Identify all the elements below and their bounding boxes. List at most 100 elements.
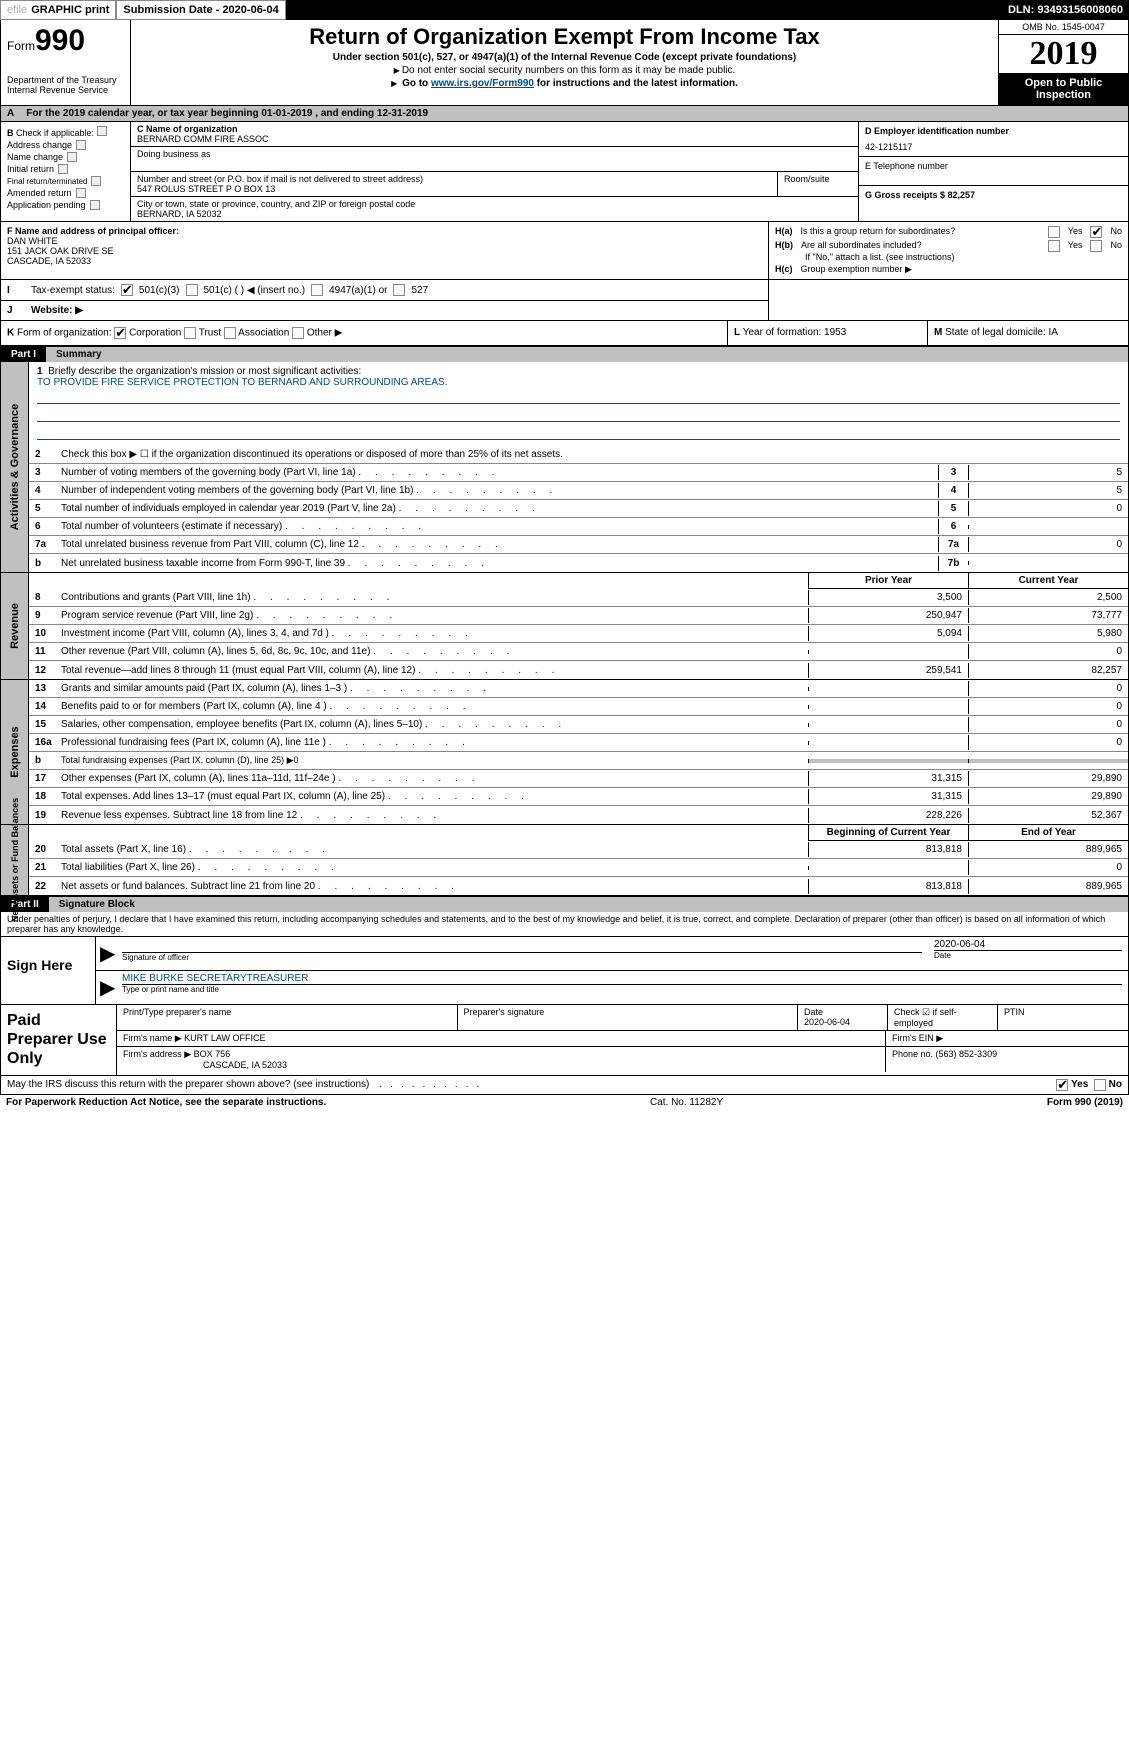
summary-line: 14Benefits paid to or for members (Part … — [29, 698, 1128, 716]
f-label: F Name and address of principal officer: — [7, 226, 762, 236]
chk-initial-return: Initial return — [7, 164, 54, 174]
checkbox-icon[interactable] — [114, 327, 126, 339]
chk-final-return: Final return/terminated — [7, 177, 87, 186]
summary-line: 4Number of independent voting members of… — [29, 482, 1128, 500]
d-label: D Employer identification number — [865, 126, 1122, 136]
governance-section: Activities & Governance 1 Briefly descri… — [0, 362, 1129, 573]
checkbox-icon[interactable] — [91, 176, 101, 186]
summary-line: 9Program service revenue (Part VIII, lin… — [29, 607, 1128, 625]
checkbox-icon[interactable] — [184, 327, 196, 339]
hdr-end-year: End of Year — [968, 825, 1128, 841]
summary-line: 5Total number of individuals employed in… — [29, 500, 1128, 518]
netassets-section: Net Assets or Fund Balances Beginning of… — [0, 825, 1129, 897]
officer-addr1: 151 JACK OAK DRIVE SE — [7, 246, 762, 256]
summary-line: 20Total assets (Part X, line 16)813,8188… — [29, 841, 1128, 859]
summary-line: 22Net assets or fund balances. Subtract … — [29, 877, 1128, 895]
state-domicile: State of legal domicile: IA — [945, 327, 1058, 338]
officer-addr2: CASCADE, IA 52033 — [7, 256, 762, 266]
summary-line: 12Total revenue—add lines 8 through 11 (… — [29, 661, 1128, 679]
mission-text: TO PROVIDE FIRE SERVICE PROTECTION TO BE… — [37, 377, 1120, 388]
j-text: Website: ▶ — [31, 305, 83, 316]
checkbox-icon[interactable] — [311, 284, 323, 296]
chk-app-pending: Application pending — [7, 200, 86, 210]
checkbox-icon[interactable] — [76, 140, 86, 150]
summary-line: bTotal fundraising expenses (Part IX, co… — [29, 752, 1128, 770]
firm-ein-label: Firm's EIN ▶ — [886, 1031, 1128, 1046]
klm-row: K Form of organization: Corporation Trus… — [0, 321, 1129, 347]
side-expenses: Expenses — [9, 726, 21, 777]
checkbox-icon[interactable] — [292, 327, 304, 339]
paid-preparer-block: Paid Preparer Use Only Print/Type prepar… — [0, 1005, 1129, 1076]
checkbox-icon[interactable] — [67, 152, 77, 162]
efile-prefix: efile — [7, 4, 27, 16]
summary-line: 21Total liabilities (Part X, line 26)0 — [29, 859, 1128, 877]
firm-name: KURT LAW OFFICE — [184, 1033, 265, 1043]
tax-year: 2019 — [999, 35, 1128, 73]
omb-number: OMB No. 1545-0047 — [999, 20, 1128, 35]
summary-line: bNet unrelated business taxable income f… — [29, 554, 1128, 572]
irs-link[interactable]: www.irs.gov/Form990 — [431, 78, 534, 89]
checkbox-icon[interactable] — [1090, 240, 1102, 252]
checkbox-icon[interactable] — [58, 164, 68, 174]
paid-preparer-label: Paid Preparer Use Only — [1, 1005, 116, 1075]
sig-date-label: Date — [934, 951, 1122, 960]
identity-block: B Check if applicable: Address change Na… — [0, 122, 1129, 222]
checkbox-icon[interactable] — [90, 200, 100, 210]
row-a: A For the 2019 calendar year, or tax yea… — [0, 106, 1129, 122]
hb-text: Are all subordinates included? — [801, 240, 1040, 250]
chk-name-change: Name change — [7, 152, 63, 162]
form-header: Form990 Department of the Treasury Inter… — [0, 20, 1129, 106]
efile-bold: GRAPHIC print — [31, 4, 109, 16]
submission-date: Submission Date - 2020-06-04 — [116, 0, 285, 20]
col-b: B Check if applicable: Address change Na… — [1, 122, 131, 221]
checkbox-icon[interactable] — [1090, 226, 1102, 238]
city-label: City or town, state or province, country… — [137, 199, 852, 209]
sig-date: 2020-06-04 — [934, 939, 1122, 951]
paperwork-notice: For Paperwork Reduction Act Notice, see … — [6, 1097, 326, 1108]
org-name: BERNARD COMM FIRE ASSOC — [137, 134, 852, 144]
summary-line: 6Total number of volunteers (estimate if… — [29, 518, 1128, 536]
summary-line: 10Investment income (Part VIII, column (… — [29, 625, 1128, 643]
checkbox-icon — [97, 126, 107, 136]
firm-addr2: CASCADE, IA 52033 — [123, 1060, 879, 1070]
k-label: K — [7, 328, 14, 339]
checkbox-icon[interactable] — [186, 284, 198, 296]
dept-treasury: Department of the Treasury Internal Reve… — [7, 76, 124, 96]
checkbox-icon[interactable] — [1048, 226, 1060, 238]
checkbox-icon[interactable] — [1056, 1079, 1068, 1091]
side-revenue: Revenue — [9, 603, 21, 649]
form-number: Form990 — [7, 24, 124, 58]
cat-no: Cat. No. 11282Y — [326, 1097, 1047, 1108]
summary-line: 2Check this box ▶ ☐ if the organization … — [29, 446, 1128, 464]
side-netassets: Net Assets or Fund Balances — [10, 798, 20, 922]
topbar: efile GRAPHIC print Submission Date - 20… — [0, 0, 1129, 20]
checkbox-icon[interactable] — [76, 188, 86, 198]
part-1-header: Part I Summary — [1, 347, 1128, 362]
summary-line: 16aProfessional fundraising fees (Part I… — [29, 734, 1128, 752]
summary-line: 15Salaries, other compensation, employee… — [29, 716, 1128, 734]
checkbox-icon[interactable] — [1048, 240, 1060, 252]
footer: For Paperwork Reduction Act Notice, see … — [0, 1095, 1129, 1110]
chk-amended: Amended return — [7, 188, 72, 198]
expenses-section: Expenses 13Grants and similar amounts pa… — [0, 680, 1129, 825]
f-h-block: F Name and address of principal officer:… — [0, 222, 1129, 280]
form-footer: Form 990 (2019) — [1047, 1097, 1123, 1108]
room-suite-label: Room/suite — [778, 172, 858, 196]
hdr-current-year: Current Year — [968, 573, 1128, 589]
checkbox-icon[interactable] — [121, 284, 133, 296]
checkbox-icon[interactable] — [1094, 1079, 1106, 1091]
checkbox-icon[interactable] — [224, 327, 236, 339]
org-address: 547 ROLUS STREET P O BOX 13 — [137, 184, 771, 194]
chk-address-change: Address change — [7, 140, 72, 150]
form-subtitle: Under section 501(c), 527, or 4947(a)(1)… — [137, 52, 992, 63]
ha-text: Is this a group return for subordinates? — [801, 226, 1040, 236]
checkbox-icon[interactable] — [393, 284, 405, 296]
dln: DLN: 93493156008060 — [1002, 0, 1129, 20]
summary-line: 19Revenue less expenses. Subtract line 1… — [29, 806, 1128, 824]
org-city: BERNARD, IA 52032 — [137, 209, 852, 219]
revenue-section: Revenue Prior Year Current Year 8Contrib… — [0, 573, 1129, 680]
addr-label: Number and street (or P.O. box if mail i… — [137, 174, 771, 184]
discuss-row: May the IRS discuss this return with the… — [0, 1076, 1129, 1095]
hdr-begin-year: Beginning of Current Year — [808, 825, 968, 841]
side-governance: Activities & Governance — [9, 404, 21, 531]
